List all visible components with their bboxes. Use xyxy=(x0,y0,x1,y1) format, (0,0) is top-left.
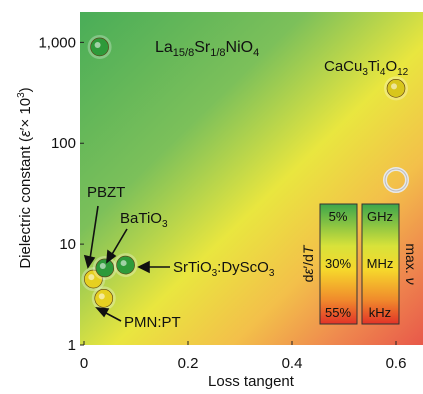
y-tick-label: 10 xyxy=(59,236,76,253)
annotation-pmnpt: PMN:PT xyxy=(124,314,181,331)
legend-freq-label: max. ν xyxy=(403,243,419,284)
annotation-pbzt: PBZT xyxy=(87,184,125,201)
legend-loss-label: dε′/dT xyxy=(300,244,316,282)
x-tick-label: 0 xyxy=(80,355,88,372)
data-point xyxy=(81,267,106,292)
annotation-arrows xyxy=(83,205,170,322)
arrow-batio3 xyxy=(110,228,128,257)
point-highlight xyxy=(98,293,105,300)
point-highlight xyxy=(94,41,101,48)
data-point xyxy=(113,253,138,278)
y-axis-label: Dielectric constant (ε′× 103) xyxy=(16,87,34,268)
legend-ring-large-edge xyxy=(384,168,408,192)
arrow-pmnpt xyxy=(103,311,122,322)
legend-freq-mid: MHz xyxy=(367,256,394,271)
x-axis-label: Loss tangent xyxy=(208,373,295,390)
x-tick-label: 0.2 xyxy=(178,355,199,372)
legend-freq-bottom: kHz xyxy=(369,305,391,320)
point-highlight xyxy=(99,262,106,269)
data-point xyxy=(87,34,112,59)
annotation-batio3: BaTiO3 xyxy=(120,210,168,230)
legend-loss-bottom: 55% xyxy=(325,305,351,320)
x-tick-label: 0.4 xyxy=(282,355,303,372)
data-points xyxy=(81,34,408,311)
y-tick-label: 1,000 xyxy=(38,34,76,51)
point-highlight xyxy=(391,83,397,90)
annotation-srtio3: SrTiO3:DyScO3 xyxy=(173,259,275,279)
annotation-la-nio4: La15/8Sr1/8NiO4 xyxy=(155,39,259,59)
legend-freq-top: GHz xyxy=(367,209,393,224)
legend-inset: 5% 30% 55% GHz MHz kHz dε′/dT max. ν xyxy=(300,167,419,325)
x-tick-label: 0.6 xyxy=(386,355,407,372)
y-tick-label: 100 xyxy=(51,135,76,152)
data-point xyxy=(384,76,408,101)
point-highlight xyxy=(120,260,127,267)
legend-bar-loss xyxy=(319,203,358,325)
arrow-srtio3-head xyxy=(137,260,150,274)
y-tick-label: 1 xyxy=(68,337,76,354)
data-point xyxy=(92,255,117,280)
arrow-pmnpt-head xyxy=(95,307,110,318)
legend-loss-mid: 30% xyxy=(325,256,351,271)
data-point xyxy=(91,286,116,311)
legend-bar-frequency xyxy=(361,203,400,325)
point-highlight xyxy=(88,274,95,281)
arrow-pbzt xyxy=(89,205,99,260)
annotation-ccto: CaCu3Ti4O12 xyxy=(324,58,409,78)
arrow-pbzt-head xyxy=(83,254,96,269)
arrow-batio3-head xyxy=(106,249,117,264)
axis-ticks: 0 0.2 0.4 0.6 1 10 100 1,000 xyxy=(38,34,406,372)
legend-loss-top: 5% xyxy=(329,209,348,224)
